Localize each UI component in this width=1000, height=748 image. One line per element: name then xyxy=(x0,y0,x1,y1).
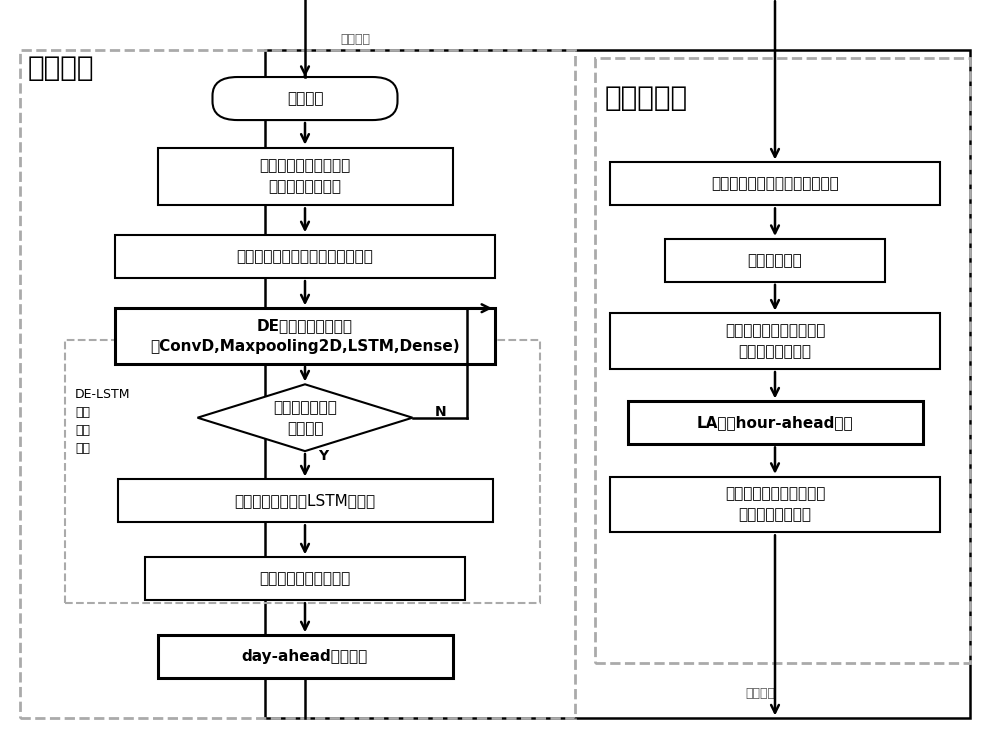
Text: 处理后的数据集在LSTM下训练: 处理后的数据集在LSTM下训练 xyxy=(234,494,376,509)
Bar xyxy=(665,239,885,282)
Bar xyxy=(610,313,940,369)
Text: 数据输出: 数据输出 xyxy=(745,687,775,700)
Text: 日前预测: 日前预测 xyxy=(28,54,94,82)
Text: DE-LSTM
构建
预测
模型: DE-LSTM 构建 预测 模型 xyxy=(75,388,130,455)
Text: N: N xyxy=(435,405,447,419)
Text: 开始预测: 开始预测 xyxy=(287,91,323,106)
Bar xyxy=(115,308,495,364)
Bar xyxy=(265,50,970,718)
Polygon shape xyxy=(198,384,413,451)
Text: 两阶段更新: 两阶段更新 xyxy=(605,84,688,111)
Text: 数据输入: 数据输入 xyxy=(340,33,370,46)
Text: 用测试集验证预测性能: 用测试集验证预测性能 xyxy=(259,571,351,586)
Text: LA上传hour-ahead消耗: LA上传hour-ahead消耗 xyxy=(697,415,853,430)
Bar xyxy=(20,50,575,718)
Bar xyxy=(610,476,940,533)
Bar xyxy=(610,162,940,206)
Bar xyxy=(628,402,923,444)
Text: 是否满足预期预
测精确度: 是否满足预期预 测精确度 xyxy=(273,399,337,435)
Bar xyxy=(115,235,495,278)
Bar xyxy=(595,58,970,663)
Text: 云端汇总各边缘节点上
传的历史能量消耗: 云端汇总各边缘节点上 传的历史能量消耗 xyxy=(259,159,351,194)
Bar xyxy=(158,147,453,206)
Text: day-ahead预测结束: day-ahead预测结束 xyxy=(242,649,368,664)
Text: Y: Y xyxy=(318,450,328,463)
Text: 数据处理（划分训练集和测试集）: 数据处理（划分训练集和测试集） xyxy=(237,249,373,264)
Text: 用户需求响应: 用户需求响应 xyxy=(748,253,802,268)
Text: DE搜索得到特征参数
（ConvD,Maxpooling2D,LSTM,Dense): DE搜索得到特征参数 （ConvD,Maxpooling2D,LSTM,Dens… xyxy=(150,318,460,354)
Bar xyxy=(65,340,540,604)
FancyBboxPatch shape xyxy=(212,77,397,120)
Bar xyxy=(145,557,465,601)
Text: 云端根据预测结果发布分时电价: 云端根据预测结果发布分时电价 xyxy=(711,177,839,191)
Text: 边缘节点根据需求修正模
型进行一阶段修正: 边缘节点根据需求修正模 型进行一阶段修正 xyxy=(725,323,825,359)
Bar xyxy=(118,479,492,522)
Text: 边缘节点根据需求修正模
型进行二阶段修正: 边缘节点根据需求修正模 型进行二阶段修正 xyxy=(725,486,825,523)
Bar xyxy=(158,635,453,678)
